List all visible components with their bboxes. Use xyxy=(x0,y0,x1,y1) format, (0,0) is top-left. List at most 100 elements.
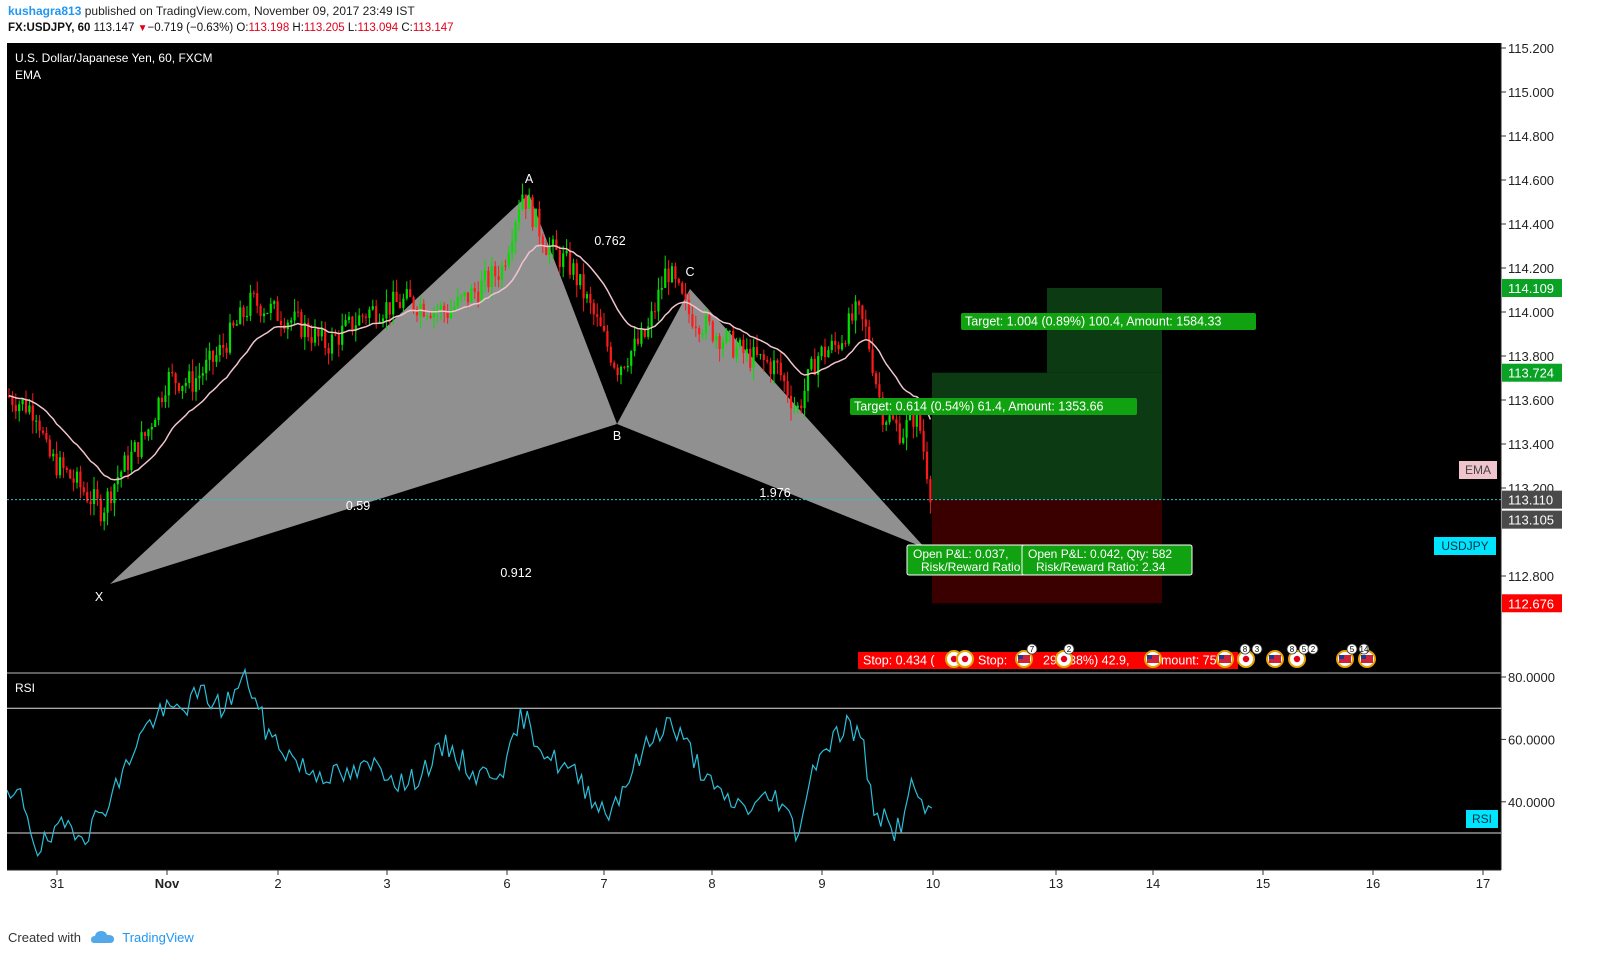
rsi-tick-label: 60.0000 xyxy=(1508,732,1555,747)
rsi-axis[interactable]: 80.0000 60.0000 40.0000 xyxy=(1501,670,1555,810)
candle-body xyxy=(725,331,728,343)
candle-body xyxy=(847,313,850,344)
candle-body xyxy=(232,322,235,326)
xab-triangle[interactable] xyxy=(110,194,617,584)
target2-box[interactable] xyxy=(850,398,1137,415)
ratio-0912: 0.912 xyxy=(500,566,531,580)
candle-body xyxy=(313,328,317,343)
candle-body xyxy=(483,270,487,281)
candle-body xyxy=(844,343,847,345)
candle-body xyxy=(310,337,313,343)
candle-body xyxy=(327,348,330,354)
candle-body xyxy=(647,326,650,337)
candle-body xyxy=(575,263,578,286)
candle-body xyxy=(443,305,446,313)
candle-body xyxy=(728,330,731,332)
rsi-pane-background[interactable] xyxy=(7,673,1501,870)
pnl2-line1: Open P&L: 0.042, Qty: 582 xyxy=(1028,547,1172,561)
economic-events[interactable]: 7 2 8 3 8 5 2 5 14 xyxy=(945,643,1376,668)
candle-body xyxy=(52,453,55,457)
candle-body xyxy=(41,430,45,433)
price-tick-label: 114.600 xyxy=(1508,173,1554,188)
candle-body xyxy=(602,325,606,331)
candle-body xyxy=(698,328,701,335)
candle-body xyxy=(895,419,898,424)
bcd-triangle[interactable] xyxy=(617,289,925,548)
price-tick-label: 115.200 xyxy=(1508,43,1554,56)
candle-body xyxy=(596,314,599,317)
xabcd-pattern[interactable] xyxy=(110,194,925,584)
candle-body xyxy=(912,411,915,427)
event-count-badge xyxy=(1251,643,1263,655)
event-count: 14 xyxy=(1360,645,1369,654)
candle-body xyxy=(878,384,881,398)
candle-body xyxy=(381,318,385,322)
price-badge-label: 112.676 xyxy=(1508,596,1554,611)
time-tick-label: 2 xyxy=(274,876,281,891)
candle-body xyxy=(463,292,466,296)
tradingview-link[interactable]: TradingView xyxy=(122,930,194,945)
candle-body xyxy=(103,512,106,522)
candle-body xyxy=(133,442,136,452)
price-badge xyxy=(1502,510,1562,529)
price-badge xyxy=(1502,594,1562,613)
candle-body xyxy=(599,316,602,326)
time-axis[interactable]: 31 Nov 2 3 6 7 8 9 10 13 14 15 16 17 xyxy=(50,870,1490,891)
candle-body xyxy=(96,489,99,499)
symbol-tag-box xyxy=(1434,537,1496,555)
candle-body xyxy=(259,305,262,317)
chart-area[interactable]: X A B C 0.762 0.59 0.912 1.976 Target: 1.004 (0… xyxy=(7,43,1616,900)
us-flag-canton xyxy=(1339,655,1344,659)
candle-body xyxy=(851,313,854,321)
candle-body xyxy=(742,339,745,354)
us-flag-icon xyxy=(1339,655,1351,663)
candle-body xyxy=(228,322,232,353)
event-count: 7 xyxy=(1030,645,1035,654)
jp-flag-icon xyxy=(950,655,958,663)
candle-body xyxy=(201,373,204,376)
candle-body xyxy=(755,347,759,355)
candle-body xyxy=(62,457,65,468)
symbol-label: FX:USDJPY, 60 xyxy=(8,22,91,34)
low-value: 113.094 xyxy=(357,22,399,34)
candle-body xyxy=(82,487,85,493)
ema-line xyxy=(8,244,932,481)
time-tick-label: 14 xyxy=(1146,876,1160,891)
candle-body xyxy=(636,338,640,344)
low-label: L: xyxy=(347,22,358,34)
candle-body xyxy=(670,266,674,283)
event-count: 2 xyxy=(1311,645,1316,654)
candle-body xyxy=(681,282,684,294)
candle-body xyxy=(854,301,857,321)
candle-body xyxy=(568,250,572,275)
publish-info: kushagra813 published on TradingView.com… xyxy=(8,4,415,18)
candle-body xyxy=(225,347,228,353)
candle-body xyxy=(120,471,123,477)
candle-body xyxy=(460,295,463,297)
us-flag-icon xyxy=(1147,655,1159,663)
price-axis[interactable]: 115.400115.200115.000114.800114.600114.4… xyxy=(1501,43,1562,613)
pnl2-line2: Risk/Reward Ratio: 2.34 xyxy=(1036,560,1166,574)
candle-body xyxy=(759,354,762,356)
pnl-box-2[interactable] xyxy=(1021,544,1193,576)
candle-body xyxy=(677,278,680,283)
candle-body xyxy=(541,236,544,247)
rsi-legend[interactable]: RSI xyxy=(15,681,35,695)
candle-body xyxy=(449,310,453,319)
candle-body xyxy=(817,356,820,375)
candle-body xyxy=(517,209,521,223)
ema-legend[interactable]: EMA xyxy=(15,68,41,82)
candle-body xyxy=(140,432,143,457)
candle-body xyxy=(885,422,888,425)
candle-body xyxy=(653,311,657,313)
candle-body xyxy=(511,241,514,253)
ratio-059: 0.59 xyxy=(346,499,370,513)
candle-body xyxy=(565,250,568,254)
candle-body xyxy=(572,263,575,275)
symbol-tag: USDJPY xyxy=(1441,539,1488,553)
candle-body xyxy=(772,360,776,375)
candle-body xyxy=(643,329,646,337)
author-link[interactable]: kushagra813 xyxy=(8,4,82,18)
point-a-label: A xyxy=(525,172,534,186)
target1-box[interactable] xyxy=(961,313,1256,330)
